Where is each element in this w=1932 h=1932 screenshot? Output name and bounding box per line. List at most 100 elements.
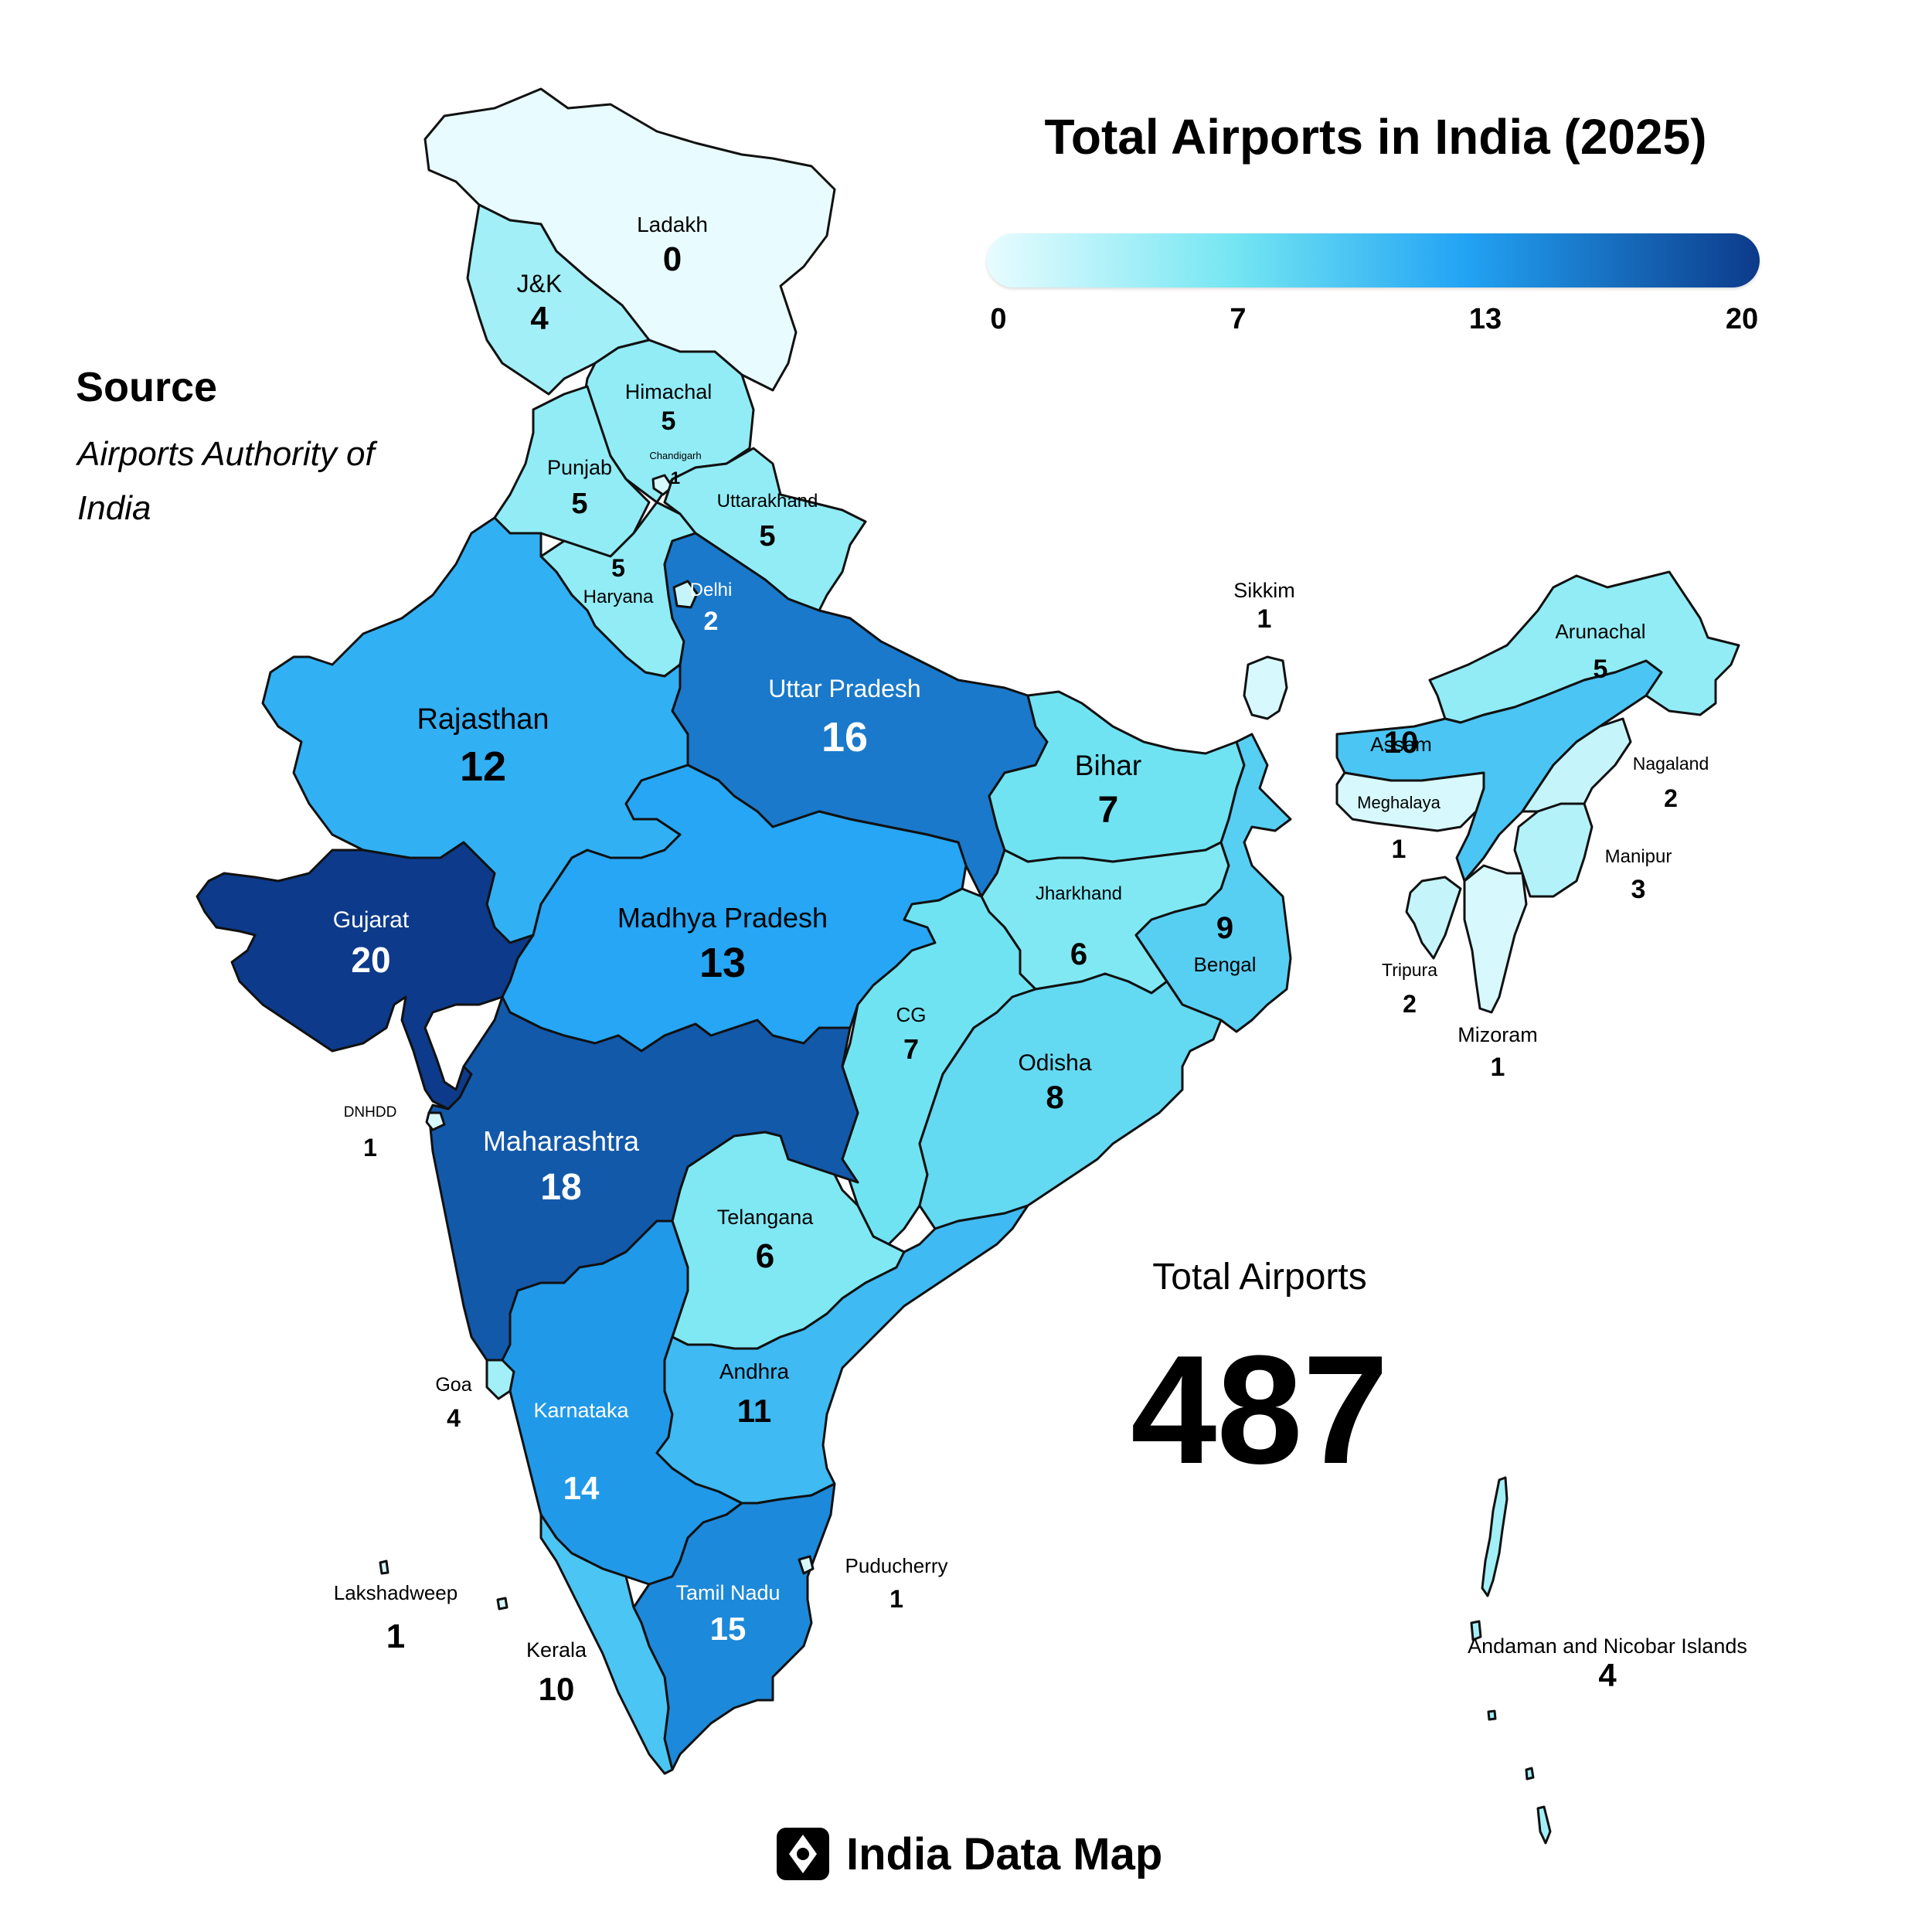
region-name-mizoram: Mizoram (1458, 1023, 1538, 1046)
region-value-assam: 10 (1384, 726, 1419, 760)
region-name-maharashtra: Maharashtra (483, 1125, 640, 1157)
region-value-himachal: 5 (662, 406, 676, 436)
region-tripura[interactable] (1405, 876, 1462, 960)
region-value-punjab: 5 (571, 488, 587, 520)
regions-layer (196, 87, 1740, 1845)
region-value-telangana: 6 (756, 1237, 774, 1275)
region-value-arunachal: 5 (1594, 655, 1608, 684)
source-heading: Source (76, 364, 218, 410)
region-name-bengal: Bengal (1194, 953, 1257, 976)
region-value-cg: 7 (903, 1033, 919, 1065)
region-andhra[interactable] (655, 1204, 1029, 1505)
brand-footer: India Data Map (777, 1827, 1162, 1881)
region-name-punjab: Punjab (547, 456, 612, 479)
source-text: Airports Authority of India (77, 435, 375, 527)
region-name-madhya-pradesh: Madhya Pradesh (617, 902, 828, 934)
region-name-nagaland: Nagaland (1633, 753, 1709, 774)
region-name-andhra: Andhra (719, 1359, 790, 1383)
region-value-bengal: 9 (1216, 911, 1233, 945)
region-jk[interactable] (466, 203, 651, 396)
region-name-manipur: Manipur (1605, 846, 1672, 867)
region-value-delhi: 2 (704, 607, 719, 636)
region-value-madhya-pradesh: 13 (699, 940, 746, 986)
region-value-gujarat: 20 (351, 940, 390, 980)
brand-name: India Data Map (846, 1828, 1163, 1879)
region-value-kerala: 10 (539, 1671, 575, 1707)
region-name-ladakh: Ladakh (637, 213, 708, 236)
region-manipur[interactable] (1513, 802, 1594, 898)
region-name-jharkhand: Jharkhand (1036, 883, 1122, 904)
region-sikkim[interactable] (1243, 655, 1288, 720)
legend-tick-low: 7 (1230, 303, 1247, 335)
region-name-jk: J&K (517, 270, 563, 298)
region-odisha[interactable] (918, 972, 1223, 1230)
region-value-rajasthan: 12 (460, 743, 506, 790)
region-value-tamil-nadu: 15 (710, 1611, 747, 1647)
region-name-rajasthan: Rajasthan (417, 703, 549, 736)
region-name-meghalaya: Meghalaya (1357, 793, 1440, 812)
region-name-lakshadweep: Lakshadweep (334, 1581, 457, 1604)
region-name-kerala: Kerala (526, 1638, 587, 1662)
region-name-dnhdd: DNHDD (344, 1104, 397, 1121)
region-meghalaya[interactable] (1335, 771, 1485, 832)
total-airports-label: Total Airports (1152, 1257, 1367, 1298)
region-bengal[interactable] (1134, 733, 1292, 1033)
region-value-nagaland: 2 (1664, 784, 1678, 812)
region-value-goa: 4 (447, 1404, 461, 1432)
region-name-odisha: Odisha (1018, 1050, 1091, 1076)
region-name-himachal: Himachal (625, 380, 713, 403)
region-name-delhi: Delhi (690, 580, 733, 600)
region-value-uttarakhand: 5 (759, 520, 775, 553)
region-value-andaman: 4 (1598, 1657, 1617, 1693)
region-value-odisha: 8 (1046, 1079, 1063, 1115)
chart-title: Total Airports in India (2025) (1044, 109, 1707, 165)
region-cg[interactable] (841, 887, 1037, 1246)
region-name-haryana: Haryana (583, 587, 654, 607)
region-name-chandigarh: Chandigarh (649, 450, 701, 461)
region-name-uttar-pradesh: Uttar Pradesh (768, 675, 920, 702)
region-name-uttarakhand: Uttarakhand (717, 491, 818, 512)
region-name-sikkim: Sikkim (1233, 579, 1295, 602)
total-airports-value: 487 (1131, 1324, 1389, 1496)
region-mizoram[interactable] (1463, 864, 1528, 1014)
region-name-arunachal: Arunachal (1555, 620, 1645, 643)
region-lakshadweep[interactable] (379, 1560, 509, 1611)
region-dnhdd[interactable] (425, 1111, 446, 1131)
legend-tick-min: 0 (990, 303, 1007, 335)
region-delhi[interactable] (672, 580, 699, 609)
region-name-bihar: Bihar (1075, 750, 1141, 781)
region-value-ladakh: 0 (663, 240, 682, 278)
region-value-jk: 4 (530, 300, 549, 336)
region-value-karnataka: 14 (563, 1470, 600, 1506)
region-value-andhra: 11 (737, 1393, 771, 1429)
region-value-puducherry: 1 (889, 1585, 903, 1613)
region-name-puducherry: Puducherry (845, 1554, 948, 1577)
region-value-haryana: 5 (611, 554, 625, 582)
legend-gradient-bar (987, 233, 1760, 287)
region-name-tamil-nadu: Tamil Nadu (675, 1581, 780, 1604)
region-value-meghalaya: 1 (1392, 835, 1406, 864)
region-kerala[interactable] (539, 1513, 674, 1775)
region-value-jharkhand: 6 (1070, 937, 1087, 971)
region-value-uttar-pradesh: 16 (821, 714, 868, 760)
region-puducherry[interactable] (798, 1555, 815, 1575)
region-value-lakshadweep: 1 (386, 1617, 405, 1655)
region-name-assam: Assam (1370, 733, 1431, 756)
region-name-andaman: Andaman and Nicobar Islands (1468, 1634, 1747, 1658)
region-name-gujarat: Gujarat (333, 907, 410, 933)
region-value-maharashtra: 18 (540, 1167, 581, 1208)
legend-tick-max: 20 (1725, 303, 1759, 335)
region-gujarat[interactable] (196, 841, 535, 1111)
region-name-goa: Goa (435, 1374, 471, 1396)
region-value-chandigarh: 1 (671, 468, 680, 488)
region-name-telangana: Telangana (717, 1206, 815, 1229)
region-value-mizoram: 1 (1491, 1053, 1505, 1082)
legend-tick-mid: 13 (1468, 303, 1502, 335)
region-value-bihar: 7 (1098, 790, 1119, 831)
region-name-cg: CG (896, 1003, 927, 1026)
region-andaman[interactable] (1470, 1476, 1552, 1845)
region-value-manipur: 3 (1631, 875, 1646, 904)
map-pin-compass-icon (777, 1828, 829, 1880)
region-value-dnhdd: 1 (363, 1134, 377, 1162)
